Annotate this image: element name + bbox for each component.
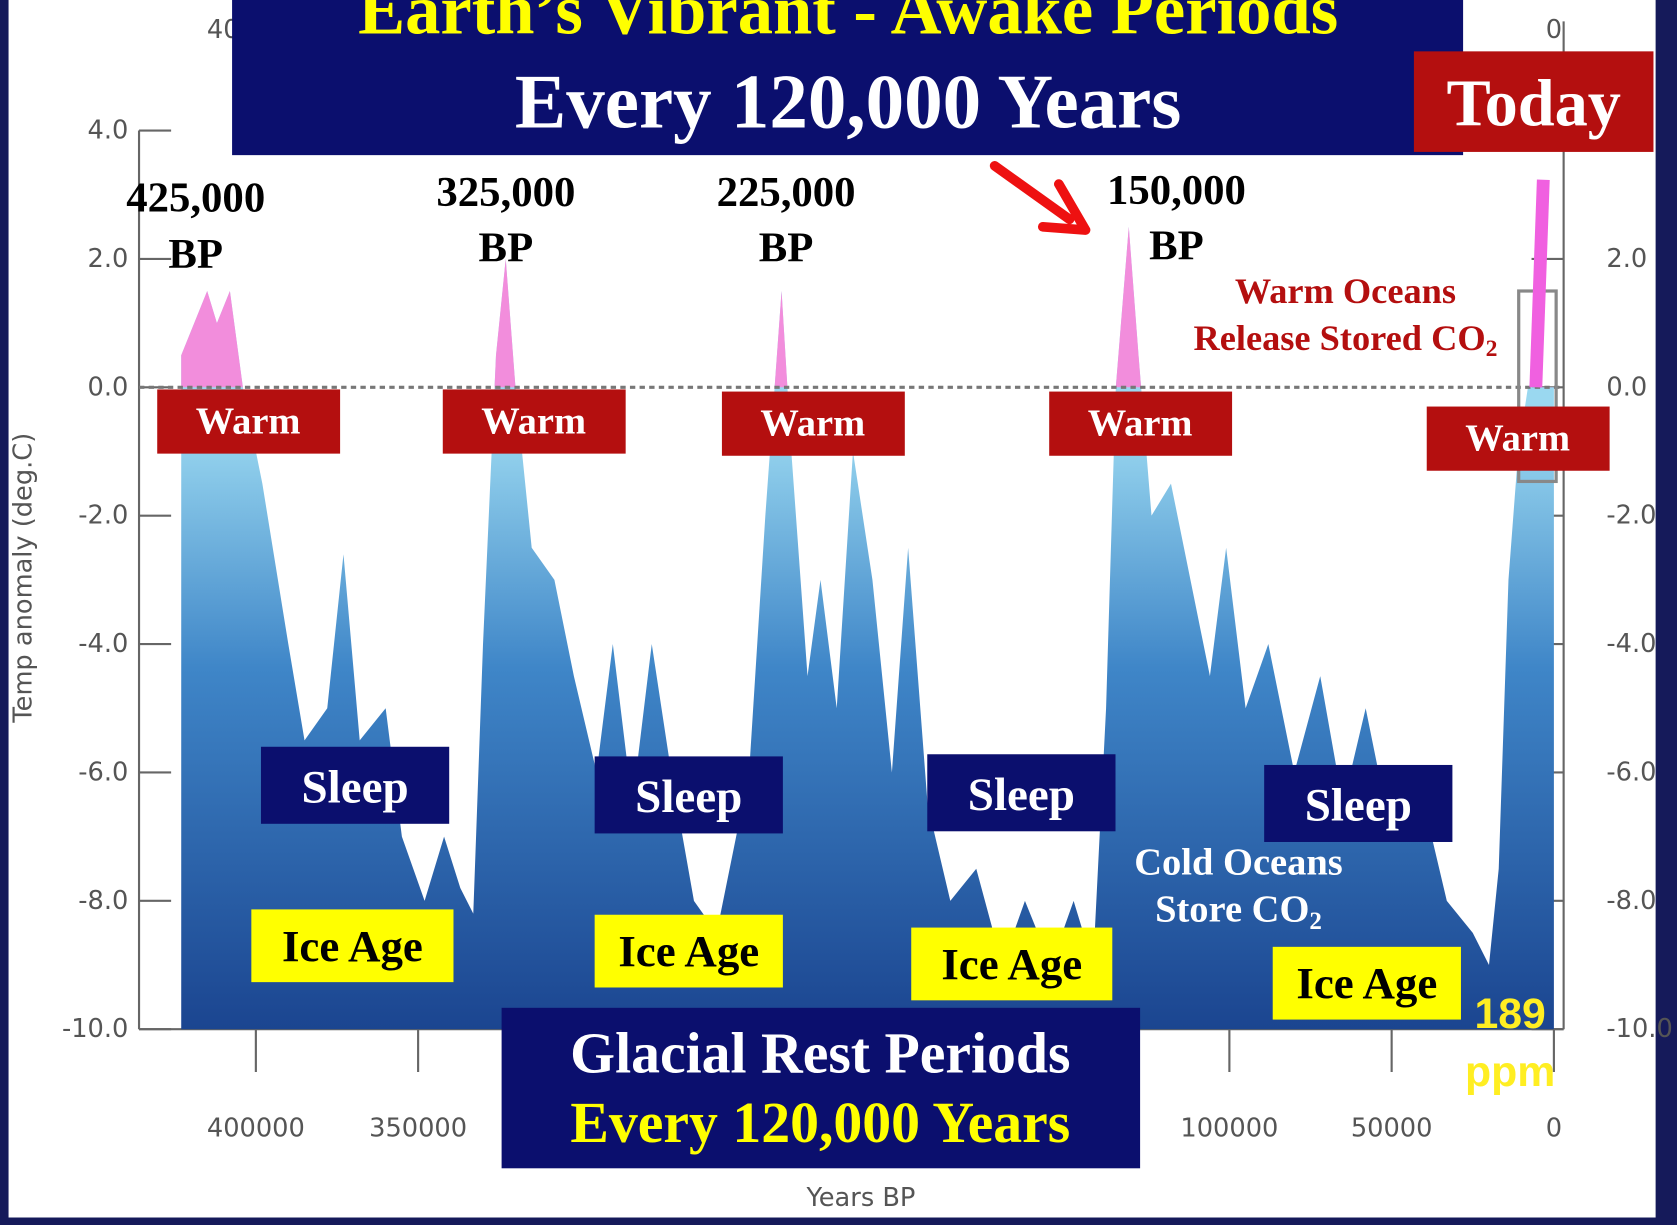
y-tick-label: -8.0 xyxy=(1606,886,1656,916)
peak-label: BP xyxy=(759,225,814,272)
ice-age-label: Ice Age xyxy=(941,939,1082,989)
warm-box xyxy=(1049,391,1233,456)
y-tick-label: 4.0 xyxy=(88,116,129,146)
x-tick-label: 50000 xyxy=(1351,1114,1433,1144)
peak-label: 425,000 xyxy=(126,174,265,221)
warm-oceans-note: Release Stored CO2 xyxy=(1193,318,1497,362)
title-box xyxy=(232,0,1464,156)
glacial-label: Every 120,000 Years xyxy=(570,1092,1070,1155)
glacial-box xyxy=(501,1007,1141,1169)
cold-oceans-note: Store CO2 xyxy=(1155,888,1322,934)
x-tick-label: 0 xyxy=(1546,15,1562,45)
y-tick-label: -2.0 xyxy=(1606,501,1656,531)
warm-label: Warm xyxy=(1088,403,1193,445)
x-tick-label: 350000 xyxy=(369,1114,467,1144)
today-label: Today xyxy=(1446,67,1620,140)
warm-oceans-note: Warm Oceans xyxy=(1235,271,1456,311)
peak-label: 150,000 xyxy=(1107,167,1246,214)
warm-label: Warm xyxy=(481,401,586,443)
y-tick-label: -6.0 xyxy=(78,757,128,787)
sleep-label: Sleep xyxy=(635,771,742,823)
arrow xyxy=(989,161,1091,235)
glacial-label: Glacial Rest Periods xyxy=(570,1022,1070,1085)
y-tick-label: 0.0 xyxy=(88,372,129,402)
ice-age-label: Ice Age xyxy=(618,926,759,976)
warm-box xyxy=(721,391,905,456)
y-tick-label: -4.0 xyxy=(1606,629,1656,659)
y-tick-label: -6.0 xyxy=(1606,757,1656,787)
sleep-box xyxy=(927,754,1116,832)
y-tick-label: 2.0 xyxy=(1606,244,1647,274)
sleep-box xyxy=(594,756,783,834)
x-tick-label: 100000 xyxy=(1180,1114,1278,1144)
y-tick-label: -10.0 xyxy=(1606,1014,1672,1044)
ice-age-box xyxy=(594,914,783,988)
sleep-box xyxy=(260,746,450,824)
title: Every 120,000 Years xyxy=(515,59,1181,145)
co2-unit: ppm xyxy=(1465,1048,1555,1096)
title: Earth’s Vibrant - Awake Periods xyxy=(358,0,1338,50)
ice-age-box xyxy=(911,927,1113,1001)
peak-label: BP xyxy=(479,225,534,272)
peak-label: 325,000 xyxy=(436,169,575,216)
warm-box xyxy=(442,389,626,454)
warm-label: Warm xyxy=(1465,418,1570,460)
x-axis-label: Years BP xyxy=(806,1183,916,1213)
cold-oceans-note: Cold Oceans xyxy=(1134,841,1343,883)
y-tick-label: -2.0 xyxy=(78,501,128,531)
peak-label: BP xyxy=(1149,223,1204,270)
y-tick-label: 0.0 xyxy=(1606,372,1647,402)
peak-label: 225,000 xyxy=(717,169,856,216)
sleep-box xyxy=(1264,764,1453,842)
y-tick-label: -8.0 xyxy=(78,886,128,916)
sleep-label: Sleep xyxy=(302,761,409,813)
x-tick-label: 400000 xyxy=(207,1114,305,1144)
y-tick-label: 2.0 xyxy=(88,244,129,274)
warm-box xyxy=(157,389,341,454)
warm-label: Warm xyxy=(196,401,301,443)
today-box xyxy=(1413,51,1654,152)
peak-label: BP xyxy=(168,231,223,278)
today-bar xyxy=(1529,179,1550,388)
temperature-area xyxy=(181,226,1554,1030)
x-tick-label: 0 xyxy=(1546,1114,1562,1144)
warm-label: Warm xyxy=(760,403,865,445)
y-tick-label: -4.0 xyxy=(78,629,128,659)
y-axis-label: Temp anomaly (deg.C) xyxy=(9,433,39,724)
sleep-label: Sleep xyxy=(968,769,1075,821)
sleep-label: Sleep xyxy=(1305,780,1412,832)
ice-age-box xyxy=(251,909,454,983)
warm-box xyxy=(1426,406,1610,471)
ice-age-label: Ice Age xyxy=(282,921,423,971)
y-tick-label: -10.0 xyxy=(62,1014,128,1044)
ice-age-box xyxy=(1272,946,1461,1020)
ice-age-label: Ice Age xyxy=(1296,958,1437,1008)
co2-value: 189 xyxy=(1474,990,1545,1038)
